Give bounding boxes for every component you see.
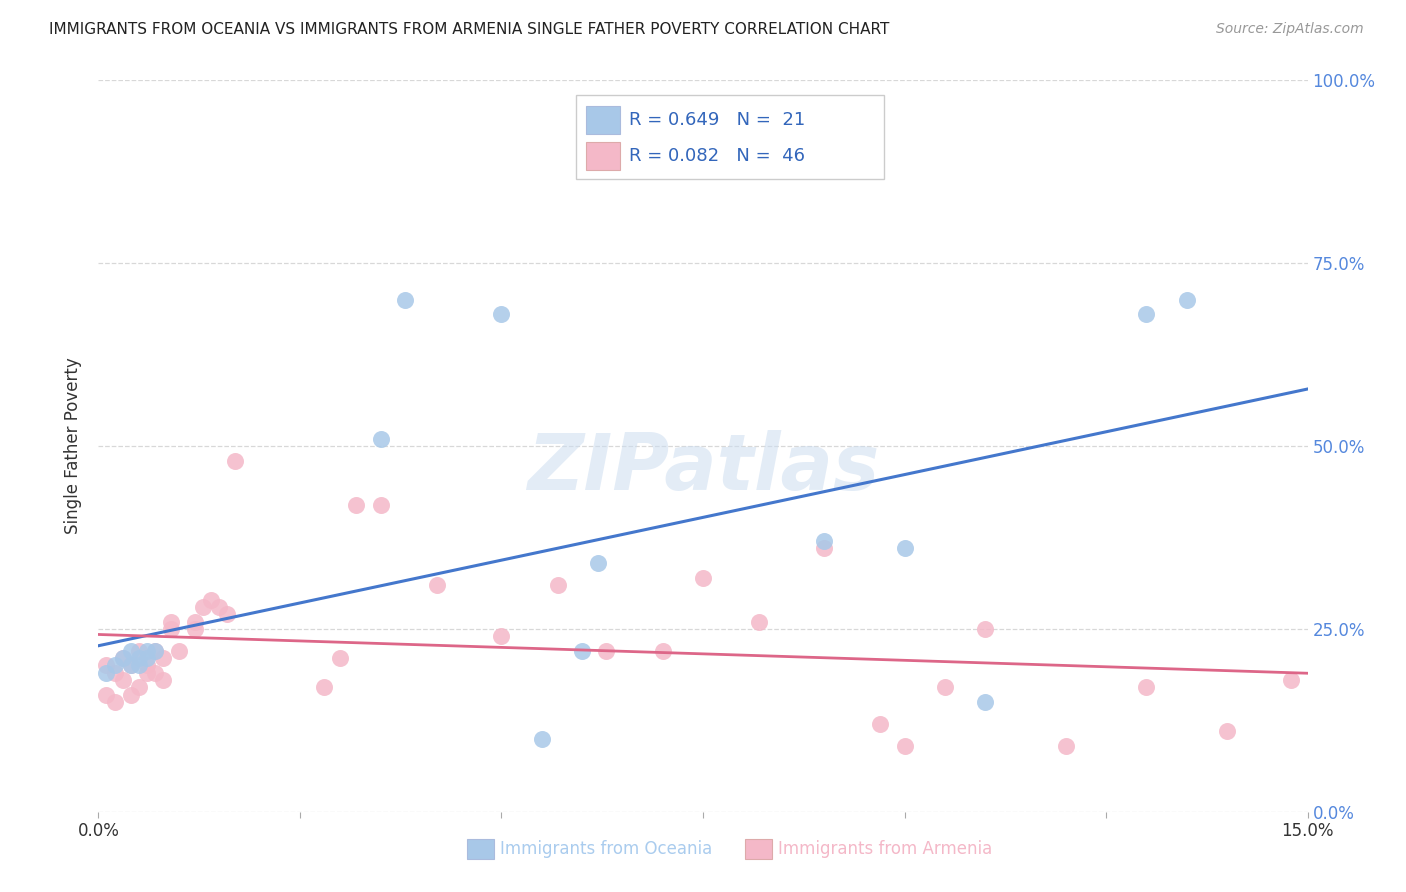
Immigrants from Armenia	[103, 665, 125, 680]
Immigrants from Oceania	[128, 658, 150, 673]
Immigrants from Armenia	[96, 688, 118, 702]
Text: R = 0.649   N =  21: R = 0.649 N = 21	[630, 111, 806, 128]
Immigrants from Armenia	[200, 592, 222, 607]
Immigrants from Armenia	[748, 615, 770, 629]
Immigrants from Armenia	[974, 622, 997, 636]
Immigrants from Oceania	[135, 651, 157, 665]
Immigrants from Oceania	[135, 644, 157, 658]
Immigrants from Oceania	[586, 556, 609, 570]
Y-axis label: Single Father Poverty: Single Father Poverty	[65, 358, 83, 534]
Text: IMMIGRANTS FROM OCEANIA VS IMMIGRANTS FROM ARMENIA SINGLE FATHER POVERTY CORRELA: IMMIGRANTS FROM OCEANIA VS IMMIGRANTS FR…	[49, 22, 890, 37]
Immigrants from Oceania	[530, 731, 553, 746]
Immigrants from Armenia	[135, 658, 157, 673]
Immigrants from Oceania	[893, 541, 915, 556]
Immigrants from Armenia	[111, 651, 134, 665]
Immigrants from Armenia	[224, 453, 246, 467]
Immigrants from Armenia	[160, 622, 183, 636]
Text: ZIPatlas: ZIPatlas	[527, 430, 879, 506]
Immigrants from Oceania	[120, 644, 142, 658]
Immigrants from Armenia	[329, 651, 352, 665]
Immigrants from Armenia	[1281, 673, 1303, 687]
Immigrants from Armenia	[595, 644, 617, 658]
Immigrants from Armenia	[135, 665, 157, 680]
Immigrants from Armenia	[128, 681, 150, 695]
Immigrants from Armenia	[143, 665, 166, 680]
Immigrants from Oceania	[394, 293, 416, 307]
Immigrants from Armenia	[491, 629, 513, 643]
Immigrants from Armenia	[208, 599, 231, 614]
Immigrants from Armenia	[152, 673, 174, 687]
Immigrants from Armenia	[152, 651, 174, 665]
Immigrants from Armenia	[160, 615, 183, 629]
Text: Immigrants from Armenia: Immigrants from Armenia	[778, 840, 993, 858]
Immigrants from Oceania	[813, 534, 835, 549]
Immigrants from Armenia	[1216, 724, 1239, 739]
Immigrants from Oceania	[120, 658, 142, 673]
Immigrants from Armenia	[813, 541, 835, 556]
Immigrants from Oceania	[974, 695, 997, 709]
Immigrants from Armenia	[120, 658, 142, 673]
Immigrants from Armenia	[217, 607, 239, 622]
Immigrants from Armenia	[344, 498, 367, 512]
Immigrants from Armenia	[692, 571, 714, 585]
Immigrants from Armenia	[1135, 681, 1157, 695]
Text: Source: ZipAtlas.com: Source: ZipAtlas.com	[1216, 22, 1364, 37]
Immigrants from Oceania	[96, 665, 118, 680]
Bar	[586, 106, 620, 134]
Immigrants from Armenia	[120, 688, 142, 702]
Immigrants from Armenia	[370, 498, 392, 512]
Immigrants from Armenia	[869, 717, 891, 731]
Immigrants from Oceania	[370, 432, 392, 446]
Immigrants from Armenia	[314, 681, 336, 695]
Immigrants from Oceania	[103, 658, 125, 673]
Immigrants from Armenia	[547, 578, 569, 592]
Immigrants from Armenia	[651, 644, 673, 658]
Bar	[745, 838, 772, 859]
Immigrants from Armenia	[143, 644, 166, 658]
Immigrants from Armenia	[426, 578, 449, 592]
Bar	[586, 143, 620, 170]
Immigrants from Oceania	[1135, 307, 1157, 321]
Immigrants from Armenia	[103, 695, 125, 709]
Text: R = 0.082   N =  46: R = 0.082 N = 46	[630, 147, 806, 165]
Immigrants from Oceania	[571, 644, 593, 658]
Immigrants from Armenia	[193, 599, 215, 614]
Immigrants from Armenia	[893, 739, 915, 753]
Bar	[467, 838, 494, 859]
Immigrants from Armenia	[934, 681, 956, 695]
Immigrants from Oceania	[128, 651, 150, 665]
FancyBboxPatch shape	[576, 95, 884, 179]
Immigrants from Oceania	[111, 651, 134, 665]
Immigrants from Armenia	[111, 673, 134, 687]
Immigrants from Armenia	[184, 615, 207, 629]
Immigrants from Armenia	[1054, 739, 1077, 753]
Immigrants from Armenia	[167, 644, 190, 658]
Immigrants from Oceania	[1175, 293, 1198, 307]
Immigrants from Armenia	[96, 658, 118, 673]
Immigrants from Oceania	[491, 307, 513, 321]
Immigrants from Armenia	[184, 622, 207, 636]
Text: Immigrants from Oceania: Immigrants from Oceania	[501, 840, 711, 858]
Immigrants from Armenia	[128, 644, 150, 658]
Immigrants from Oceania	[143, 644, 166, 658]
